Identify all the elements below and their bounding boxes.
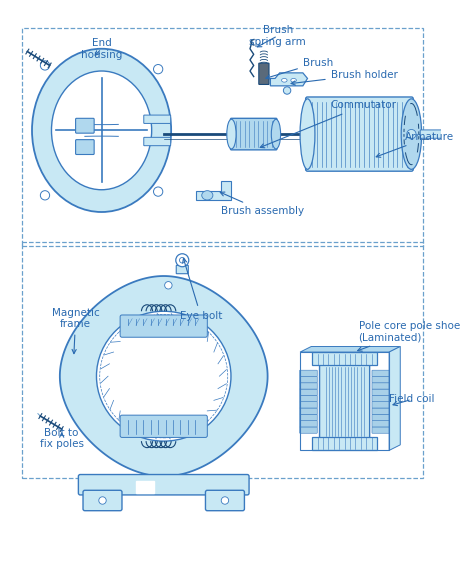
FancyBboxPatch shape xyxy=(300,376,317,383)
Circle shape xyxy=(154,65,163,74)
Polygon shape xyxy=(136,481,155,493)
FancyBboxPatch shape xyxy=(300,402,317,408)
Polygon shape xyxy=(270,73,308,86)
FancyBboxPatch shape xyxy=(372,376,390,383)
Ellipse shape xyxy=(271,119,281,149)
Polygon shape xyxy=(196,181,230,200)
Text: Bolt to
fix poles: Bolt to fix poles xyxy=(40,428,84,449)
FancyBboxPatch shape xyxy=(372,414,390,421)
FancyBboxPatch shape xyxy=(259,63,269,84)
Ellipse shape xyxy=(401,99,421,169)
Ellipse shape xyxy=(32,49,171,212)
Ellipse shape xyxy=(227,119,236,149)
FancyBboxPatch shape xyxy=(300,383,317,389)
Circle shape xyxy=(283,87,291,94)
Text: End
housing: End housing xyxy=(81,38,122,60)
FancyBboxPatch shape xyxy=(300,421,317,427)
FancyBboxPatch shape xyxy=(420,130,442,138)
Polygon shape xyxy=(312,438,377,450)
FancyBboxPatch shape xyxy=(372,370,390,376)
FancyBboxPatch shape xyxy=(372,427,390,434)
Circle shape xyxy=(221,497,228,504)
Ellipse shape xyxy=(97,312,231,441)
Ellipse shape xyxy=(300,99,315,169)
FancyBboxPatch shape xyxy=(144,138,171,146)
FancyBboxPatch shape xyxy=(372,389,390,395)
Polygon shape xyxy=(300,347,400,352)
Text: Brush: Brush xyxy=(266,58,333,79)
Text: Brush
spring arm: Brush spring arm xyxy=(249,25,306,47)
Polygon shape xyxy=(60,276,268,476)
FancyBboxPatch shape xyxy=(83,490,122,511)
FancyBboxPatch shape xyxy=(75,118,94,133)
Text: Brush holder: Brush holder xyxy=(291,70,398,85)
FancyBboxPatch shape xyxy=(300,395,317,402)
FancyBboxPatch shape xyxy=(372,402,390,408)
FancyBboxPatch shape xyxy=(306,97,413,171)
Polygon shape xyxy=(389,347,400,450)
FancyBboxPatch shape xyxy=(372,421,390,427)
FancyBboxPatch shape xyxy=(372,408,390,414)
FancyBboxPatch shape xyxy=(300,427,317,434)
Text: Brush assembly: Brush assembly xyxy=(220,192,304,216)
Polygon shape xyxy=(312,352,377,365)
Ellipse shape xyxy=(282,79,287,82)
FancyBboxPatch shape xyxy=(120,415,207,438)
FancyBboxPatch shape xyxy=(205,490,245,511)
Circle shape xyxy=(40,61,50,70)
FancyBboxPatch shape xyxy=(319,364,370,438)
Ellipse shape xyxy=(202,191,213,200)
FancyBboxPatch shape xyxy=(372,383,390,389)
Circle shape xyxy=(99,497,106,504)
FancyBboxPatch shape xyxy=(75,140,94,154)
Ellipse shape xyxy=(52,71,152,190)
Circle shape xyxy=(40,191,50,200)
Text: Commutator: Commutator xyxy=(260,101,397,148)
FancyBboxPatch shape xyxy=(78,475,249,495)
Ellipse shape xyxy=(291,79,296,82)
Bar xyxy=(300,352,389,450)
Circle shape xyxy=(154,187,163,197)
FancyBboxPatch shape xyxy=(300,414,317,421)
Text: Magnetic
frame: Magnetic frame xyxy=(52,308,100,354)
FancyBboxPatch shape xyxy=(372,395,390,402)
FancyBboxPatch shape xyxy=(230,118,277,150)
Text: Pole core pole shoe
(Laminated): Pole core pole shoe (Laminated) xyxy=(358,321,460,351)
Circle shape xyxy=(407,129,416,139)
FancyBboxPatch shape xyxy=(300,370,317,376)
FancyBboxPatch shape xyxy=(176,265,188,274)
FancyBboxPatch shape xyxy=(300,389,317,395)
FancyBboxPatch shape xyxy=(144,115,171,124)
Text: Armature: Armature xyxy=(376,132,454,157)
Circle shape xyxy=(164,281,172,289)
Circle shape xyxy=(176,254,189,266)
FancyBboxPatch shape xyxy=(300,408,317,414)
Circle shape xyxy=(180,257,185,263)
FancyBboxPatch shape xyxy=(120,315,207,337)
Text: Field coil: Field coil xyxy=(389,394,435,406)
Text: Eye bolt: Eye bolt xyxy=(180,258,222,321)
